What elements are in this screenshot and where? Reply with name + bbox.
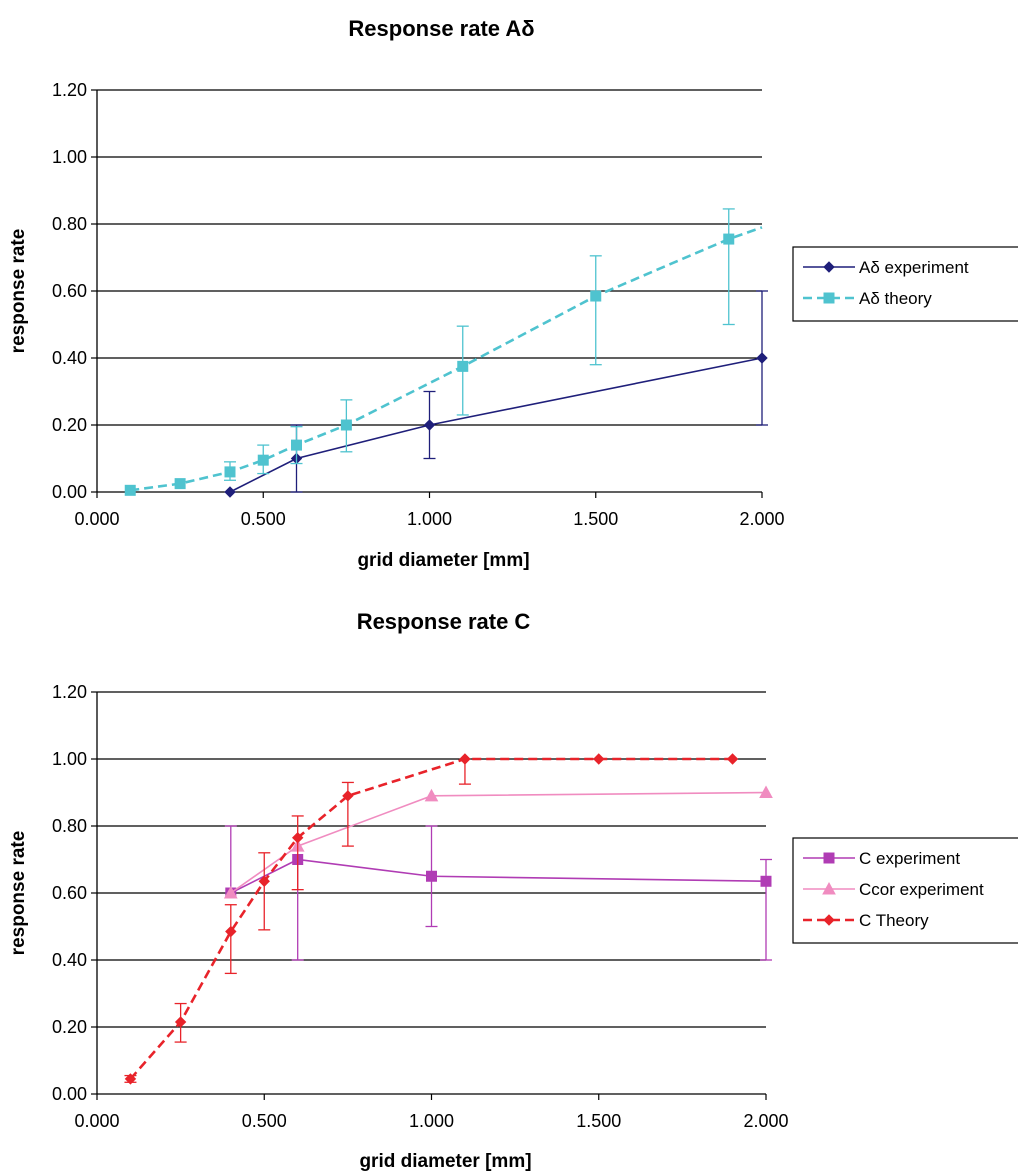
- y-tick-label: 0.60: [52, 281, 87, 301]
- data-point: [756, 352, 768, 364]
- data-point: [723, 233, 735, 245]
- data-point: [342, 790, 354, 802]
- y-tick-label: 0.00: [52, 482, 87, 502]
- data-point: [174, 478, 186, 490]
- x-tick-label: 1.000: [407, 509, 452, 529]
- x-tick-label: 2.000: [743, 1111, 788, 1131]
- legend-swatch-marker: [823, 914, 835, 926]
- chart-1: Response rate Aδ 0.00 0.20 0.40 0.60 0.80 1.00…: [8, 16, 1018, 571]
- series-3: [124, 753, 739, 1085]
- y-tick-label: 0.20: [52, 1017, 87, 1037]
- chart-title: Response rate Aδ: [348, 16, 534, 41]
- data-point: [258, 875, 270, 887]
- y-tick-label: 0.00: [52, 1084, 87, 1104]
- data-point: [590, 290, 602, 302]
- series-1: [224, 290, 768, 498]
- x-tick-label: 0.500: [241, 509, 286, 529]
- x-tick-label: 1.000: [409, 1111, 454, 1131]
- x-tick-label: 0.000: [74, 1111, 119, 1131]
- chart-title: Response rate C: [357, 609, 531, 634]
- y-tick-label: 0.20: [52, 415, 87, 435]
- legend-swatch-marker: [823, 292, 835, 304]
- series-line: [229, 357, 763, 493]
- y-axis-label: response rate: [8, 229, 29, 354]
- y-tick-label: 1.20: [52, 682, 87, 702]
- x-axis-label: grid diameter [mm]: [359, 1151, 531, 1171]
- data-point: [726, 753, 739, 765]
- y-tick-label: 1.00: [52, 749, 87, 769]
- x-tick-label: 1.500: [573, 509, 618, 529]
- x-tick-label: 0.000: [74, 509, 119, 529]
- y-tick-label: 0.80: [52, 816, 87, 836]
- x-axis-label: grid diameter [mm]: [357, 550, 529, 571]
- x-tick-label: 2.000: [739, 509, 784, 529]
- y-tick-label: 0.60: [52, 883, 87, 903]
- data-point: [759, 785, 773, 798]
- legend-swatch-marker: [823, 852, 835, 864]
- y-tick-label: 0.80: [52, 214, 87, 234]
- y-tick-label: 1.00: [52, 147, 87, 167]
- legend-entry: Aδ theory: [859, 289, 932, 308]
- data-point: [124, 484, 136, 496]
- data-point: [224, 486, 236, 498]
- data-point: [257, 454, 269, 466]
- data-point: [593, 753, 605, 765]
- data-point: [459, 753, 471, 765]
- data-point: [760, 875, 772, 887]
- legend-swatch-marker: [823, 261, 835, 273]
- data-point: [124, 1073, 137, 1085]
- legend-entry: Ccor experiment: [859, 880, 984, 899]
- x-tick-label: 0.500: [242, 1111, 287, 1131]
- y-tick-label: 0.40: [52, 950, 87, 970]
- data-point: [225, 925, 237, 938]
- legend-box: [792, 246, 1018, 322]
- data-point: [423, 419, 436, 431]
- data-point: [340, 419, 352, 431]
- data-point: [224, 466, 236, 478]
- data-point: [424, 788, 439, 802]
- x-tick-label: 1.500: [576, 1111, 621, 1131]
- data-point: [457, 360, 469, 372]
- series-2: [223, 785, 773, 899]
- series-2: [124, 208, 763, 496]
- data-point: [426, 870, 437, 882]
- series-line: [230, 858, 767, 894]
- y-axis-label: response rate: [8, 831, 29, 956]
- legend-swatch-marker: [822, 881, 836, 895]
- data-point: [291, 832, 304, 844]
- legend-entry: C experiment: [859, 849, 960, 868]
- data-point: [174, 1016, 187, 1028]
- chart-2: Response rate C 0.00 0.20 0.40 0.60 0.80 1.00 1…: [8, 609, 1018, 1171]
- data-point: [291, 439, 302, 451]
- legend-entry: C Theory: [859, 911, 929, 930]
- y-tick-label: 0.40: [52, 348, 87, 368]
- data-point: [223, 885, 238, 899]
- series-line: [130, 226, 763, 492]
- y-tick-label: 1.20: [52, 80, 87, 100]
- legend-entry: Aδ experiment: [859, 258, 969, 277]
